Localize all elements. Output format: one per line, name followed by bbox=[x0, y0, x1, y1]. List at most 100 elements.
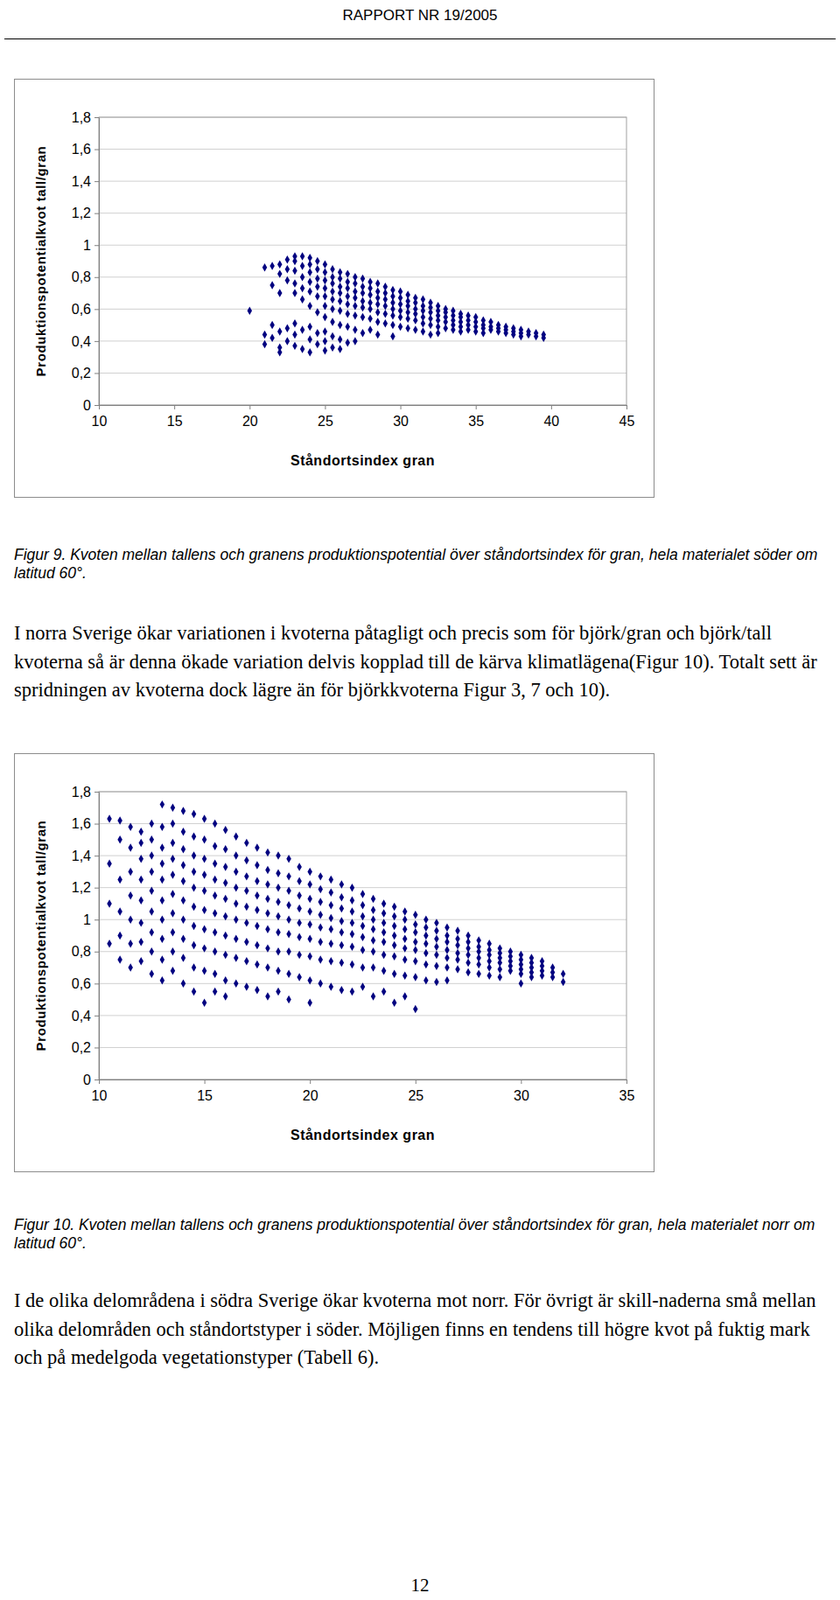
point bbox=[541, 333, 546, 342]
x-tick-mark bbox=[626, 1079, 628, 1085]
point bbox=[339, 904, 344, 913]
y-tick-mark bbox=[94, 341, 99, 343]
y-tick-label: 1,6 bbox=[71, 141, 91, 157]
point bbox=[212, 947, 217, 956]
point bbox=[106, 860, 112, 868]
point bbox=[381, 966, 386, 975]
x-tick-mark bbox=[174, 405, 175, 410]
point bbox=[296, 891, 301, 900]
y-tick: 1,8 bbox=[71, 110, 99, 126]
x-tick: 30 bbox=[513, 1079, 530, 1104]
x-tick-label: 30 bbox=[513, 1088, 530, 1104]
point bbox=[265, 924, 270, 933]
point bbox=[181, 845, 186, 854]
point bbox=[292, 266, 297, 275]
point bbox=[244, 887, 249, 896]
point bbox=[444, 953, 449, 962]
point bbox=[160, 976, 165, 985]
point bbox=[254, 906, 259, 915]
point bbox=[117, 931, 122, 940]
point bbox=[539, 971, 545, 980]
point bbox=[392, 970, 397, 979]
point bbox=[181, 915, 186, 924]
point bbox=[392, 903, 397, 911]
point bbox=[383, 319, 388, 328]
point bbox=[244, 856, 249, 865]
point bbox=[476, 970, 481, 979]
point bbox=[233, 953, 238, 962]
point bbox=[375, 317, 380, 326]
point bbox=[307, 268, 312, 277]
chart: 10152025303500,20,40,60,811,21,41,61,8St… bbox=[14, 753, 655, 1173]
point bbox=[202, 814, 207, 823]
y-tick: 1,2 bbox=[71, 205, 99, 221]
point bbox=[420, 327, 426, 336]
x-tick: 15 bbox=[196, 1079, 213, 1104]
point bbox=[191, 868, 196, 876]
point bbox=[233, 934, 238, 943]
point bbox=[329, 924, 334, 933]
point bbox=[550, 973, 555, 981]
point bbox=[337, 344, 343, 353]
point bbox=[360, 933, 365, 942]
point bbox=[427, 321, 433, 329]
point bbox=[191, 883, 196, 892]
point bbox=[296, 951, 301, 959]
point bbox=[149, 851, 154, 860]
point bbox=[139, 918, 144, 927]
figure-caption: Figur 9. Kvoten mellan tallens och grane… bbox=[14, 546, 828, 583]
point bbox=[127, 915, 133, 924]
y-tick: 1,8 bbox=[71, 784, 99, 800]
x-axis-title: Ståndortsindex gran bbox=[290, 453, 435, 469]
y-tick: 1,6 bbox=[71, 141, 99, 157]
point bbox=[285, 265, 290, 273]
x-tick-label: 25 bbox=[407, 1088, 424, 1104]
point bbox=[269, 280, 274, 289]
point bbox=[292, 342, 297, 350]
point bbox=[360, 313, 365, 322]
header-rule bbox=[4, 38, 836, 40]
point bbox=[423, 949, 428, 958]
point bbox=[371, 992, 376, 1001]
point bbox=[307, 278, 312, 287]
point bbox=[202, 966, 207, 975]
point bbox=[300, 273, 305, 281]
paragraph: I norra Sverige ökar variationen i kvote… bbox=[14, 619, 833, 706]
point bbox=[212, 860, 217, 868]
point bbox=[307, 952, 312, 961]
point bbox=[360, 912, 365, 921]
point bbox=[212, 970, 217, 979]
point bbox=[322, 336, 328, 345]
point bbox=[292, 319, 297, 328]
x-tick-mark bbox=[324, 405, 326, 410]
point bbox=[117, 955, 122, 964]
y-axis: 00,20,40,60,811,21,41,61,8 bbox=[71, 784, 100, 1088]
point bbox=[285, 324, 290, 333]
point bbox=[117, 835, 122, 844]
point bbox=[329, 914, 334, 923]
point bbox=[443, 324, 448, 333]
point bbox=[345, 322, 350, 331]
point bbox=[337, 306, 343, 315]
y-tick-mark bbox=[94, 181, 99, 182]
point bbox=[329, 305, 335, 314]
point bbox=[350, 960, 355, 969]
point bbox=[275, 912, 280, 921]
point bbox=[170, 839, 175, 847]
point bbox=[381, 899, 386, 908]
y-tick-mark bbox=[94, 117, 99, 119]
point bbox=[254, 941, 259, 950]
point bbox=[202, 887, 207, 896]
point bbox=[318, 938, 323, 946]
point bbox=[170, 854, 175, 863]
y-tick: 0,2 bbox=[71, 1040, 99, 1056]
y-tick-mark bbox=[94, 824, 99, 826]
point bbox=[300, 344, 305, 353]
point bbox=[170, 928, 175, 937]
point bbox=[265, 848, 270, 857]
x-tick-label: 15 bbox=[196, 1088, 213, 1104]
point bbox=[315, 308, 320, 316]
point bbox=[434, 961, 439, 970]
x-tick: 40 bbox=[543, 405, 560, 429]
point bbox=[329, 265, 335, 273]
